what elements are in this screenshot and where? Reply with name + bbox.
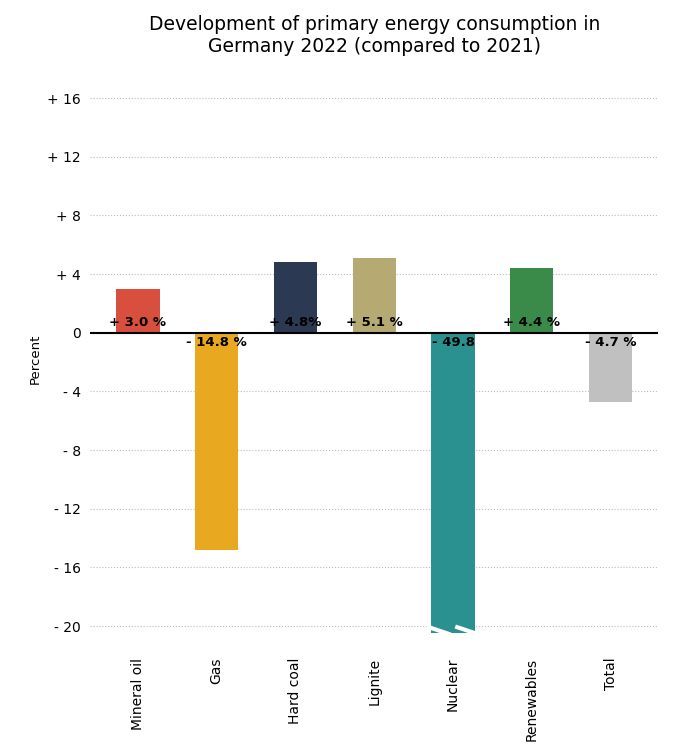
Bar xyxy=(195,333,238,550)
Bar xyxy=(510,268,553,333)
Bar xyxy=(353,258,396,333)
Text: + 5.1 %: + 5.1 % xyxy=(346,316,402,329)
Text: - 49.8: - 49.8 xyxy=(431,336,474,349)
Y-axis label: Percent: Percent xyxy=(28,333,42,383)
Text: - 14.8 %: - 14.8 % xyxy=(186,336,247,349)
Text: + 4.4 %: + 4.4 % xyxy=(503,316,561,329)
Title: Development of primary energy consumption in
Germany 2022 (compared to 2021): Development of primary energy consumptio… xyxy=(149,15,600,56)
Bar xyxy=(274,262,317,333)
Bar xyxy=(431,333,474,634)
Bar xyxy=(116,289,160,333)
Bar xyxy=(589,333,632,401)
Text: - 4.7 %: - 4.7 % xyxy=(585,336,636,349)
Text: + 4.8%: + 4.8% xyxy=(269,316,322,329)
Text: + 3.0 %: + 3.0 % xyxy=(110,316,166,329)
